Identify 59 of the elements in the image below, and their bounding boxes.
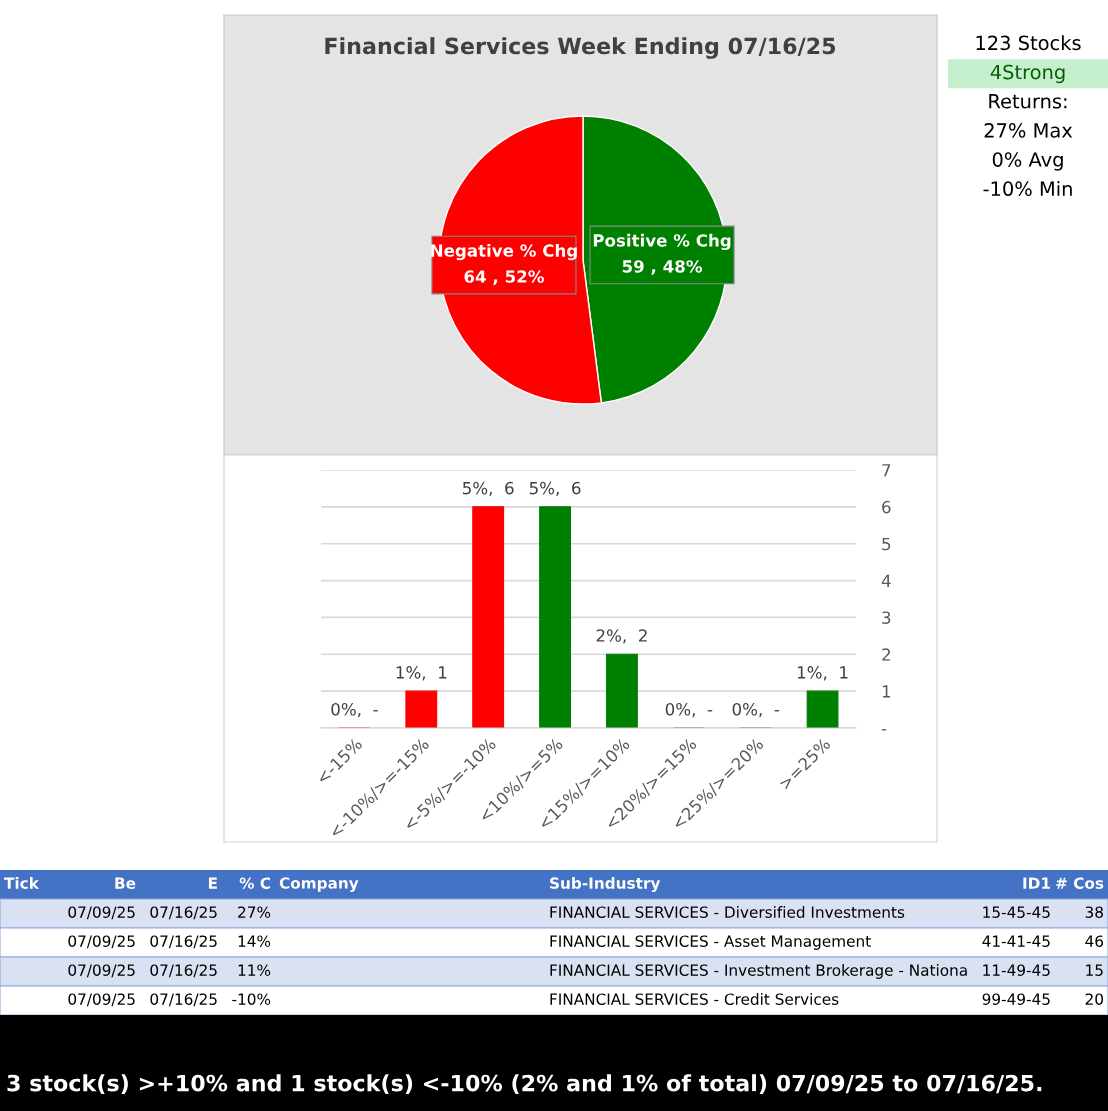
slice-label: Positive % Chg xyxy=(593,233,731,251)
text: 0% Avg xyxy=(992,152,1063,171)
text: Returns: xyxy=(989,94,1067,109)
data-label: 0%, - xyxy=(665,702,713,718)
text: 07/16/25 xyxy=(150,964,217,978)
text: 07/09/25 xyxy=(68,993,135,1007)
text: 07/16/25 xyxy=(150,993,217,1007)
text: 07/16/25 xyxy=(150,935,217,949)
category-label: E xyxy=(208,877,217,889)
data-label: 5%, 6 xyxy=(529,481,581,497)
text: 3 stock(s) >+10% and 1 stock(s) <-10% (2% and 1% of total) 07/09/25 to 07/16/25. xyxy=(7,1074,1042,1095)
text: -10% xyxy=(232,993,271,1005)
text: FINANCIAL SERVICES - Diversified Investments xyxy=(550,906,905,918)
text: 38 xyxy=(1085,906,1103,918)
text: -10% Min xyxy=(983,181,1072,197)
text: 07/09/25 xyxy=(68,935,135,949)
text: 123 Stocks xyxy=(976,35,1081,51)
category-label: Sub-Industry xyxy=(550,877,661,892)
data-label: 1%, 1 xyxy=(396,666,447,681)
text: 4Strong xyxy=(990,64,1065,84)
text: 27% xyxy=(238,906,271,918)
y-tick-label: 1 xyxy=(882,685,891,698)
category-label: Company xyxy=(279,877,359,892)
y-tick-label: 4 xyxy=(881,574,891,587)
text: FINANCIAL SERVICES - Investment Brokerage - Nationa xyxy=(550,964,967,979)
y-tick-label: 6 xyxy=(882,500,891,514)
category-label: Be xyxy=(115,877,136,889)
data-label: 0%, - xyxy=(331,702,378,718)
text: 14% xyxy=(238,935,271,947)
text: FINANCIAL SERVICES - Asset Management xyxy=(550,935,871,950)
text: 07/09/25 xyxy=(68,964,135,978)
y-tick-label: 7 xyxy=(882,464,891,477)
data-label: 1%, 1 xyxy=(797,666,848,681)
y-tick-label: 5 xyxy=(882,537,891,551)
text: 07/16/25 xyxy=(150,906,217,920)
category-label: % C xyxy=(239,877,271,889)
text: 07/09/25 xyxy=(68,906,135,920)
data-label: 59 , 48% xyxy=(622,260,703,275)
y-tick-label: 3 xyxy=(882,611,891,624)
text: 15 xyxy=(1086,964,1103,976)
text: 11-49-45 xyxy=(983,964,1050,976)
text: 27% Max xyxy=(984,123,1073,138)
category-label: Tick xyxy=(4,877,40,889)
text: 46 xyxy=(1085,935,1104,947)
text: 11% xyxy=(238,964,271,976)
text: 41-41-45 xyxy=(982,935,1050,947)
data-label: 0%, - xyxy=(732,702,780,718)
text: FINANCIAL SERVICES - Credit Services xyxy=(550,993,839,1005)
text: 99-49-45 xyxy=(982,993,1050,1005)
y-tick-label: 2 xyxy=(882,648,890,661)
data-label: 64 , 52% xyxy=(464,270,544,285)
data-label: 5%, 6 xyxy=(463,481,514,497)
text: 20 xyxy=(1085,993,1103,1005)
chart-title: Financial Services Week Ending 07/16/25 xyxy=(325,37,836,59)
text: 15-45-45 xyxy=(983,906,1050,918)
category-label: ID1 xyxy=(1023,877,1050,889)
data-label: 2%, 2 xyxy=(596,629,647,644)
category-label: # Cos xyxy=(1056,877,1104,889)
y-tick-label: - xyxy=(881,729,887,731)
